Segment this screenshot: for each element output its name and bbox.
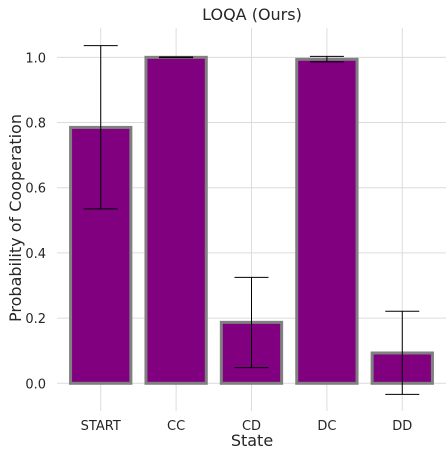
y-tick-label: 0.4 xyxy=(25,247,46,262)
y-tick-label: 0.0 xyxy=(25,377,46,392)
y-tick-label: 0.2 xyxy=(25,312,46,327)
x-tick-label: DC xyxy=(317,419,336,434)
error-bar-cc xyxy=(159,56,194,59)
y-tick-label: 0.8 xyxy=(25,117,46,132)
y-tick-label: 0.6 xyxy=(25,182,46,197)
error-bar-dc xyxy=(309,55,344,63)
error-bar-cd xyxy=(234,276,269,369)
y-axis-title: Probability of Cooperation xyxy=(6,114,25,322)
error-bar-start xyxy=(83,45,118,210)
y-tick-label: 1.0 xyxy=(25,51,46,66)
x-tick-labels: START CC CD DC DD xyxy=(81,419,413,434)
x-tick-label: START xyxy=(81,419,121,434)
x-tick-label: DD xyxy=(392,419,412,434)
bar-cc xyxy=(144,55,208,385)
error-bar-dd xyxy=(385,310,420,395)
x-axis-title: State xyxy=(231,431,273,450)
x-tick-label: CC xyxy=(167,419,185,434)
y-tick-labels: 0.0 0.2 0.4 0.6 0.8 1.0 xyxy=(25,51,46,392)
chart-title: LOQA (Ours) xyxy=(202,5,302,24)
x-tick-label: CD xyxy=(242,419,261,434)
error-bars xyxy=(83,45,420,395)
bars xyxy=(69,55,434,385)
bar-dc xyxy=(295,57,359,385)
